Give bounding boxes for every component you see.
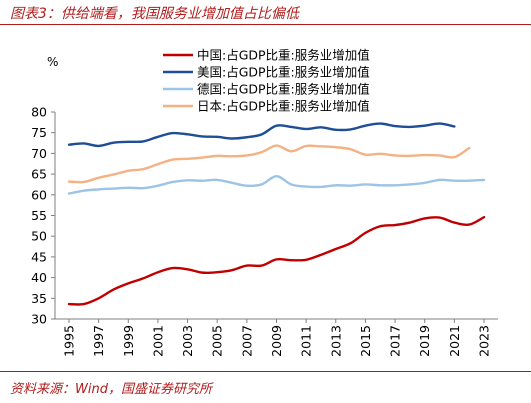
y-tick-label: 40 <box>31 270 47 285</box>
y-axis: 30 35 40 45 50 55 60 65 70 75 80 <box>31 105 56 327</box>
series-lines <box>67 122 486 306</box>
y-tick-label: 80 <box>31 105 47 120</box>
x-tick-label: 2001 <box>150 325 165 357</box>
legend-item-japan: 日本:占GDP比重:服务业增加值 <box>163 99 370 114</box>
source-note: 资料来源：Wind，国盛证券研究所 <box>10 382 212 397</box>
y-tick-label: 35 <box>31 291 47 306</box>
x-tick-label: 2007 <box>239 325 254 357</box>
x-tick-label: 2023 <box>477 325 492 357</box>
x-tick-label: 2013 <box>328 325 343 357</box>
legend-item-china: 中国:占GDP比重:服务业增加值 <box>163 48 370 63</box>
legend-item-us: 美国:占GDP比重:服务业增加值 <box>163 65 370 80</box>
y-tick-label: 30 <box>31 312 47 327</box>
y-tick-label: 70 <box>31 146 47 161</box>
y-tick-label: 45 <box>31 249 47 264</box>
china-services-share-line <box>67 215 486 306</box>
y-tick-label: 60 <box>31 187 47 202</box>
y-axis-unit-label: % <box>47 55 58 69</box>
japan-services-share-line <box>67 144 471 184</box>
legend-label: 中国:占GDP比重:服务业增加值 <box>197 48 370 63</box>
x-tick-label: 2021 <box>447 325 462 357</box>
y-tick-label: 50 <box>31 229 47 244</box>
y-tick-label: 55 <box>31 208 47 223</box>
x-tick-label: 2003 <box>180 325 195 357</box>
x-tick-label: 1997 <box>91 325 106 357</box>
x-tick-label: 2017 <box>388 325 403 357</box>
legend-label: 美国:占GDP比重:服务业增加值 <box>197 65 370 80</box>
source-divider <box>0 371 531 372</box>
x-tick-label: 2019 <box>417 325 432 357</box>
legend: 中国:占GDP比重:服务业增加值美国:占GDP比重:服务业增加值德国:占GDP比… <box>163 48 370 114</box>
figure-title: 图表3：供给端看，我国服务业增加值占比偏低 <box>10 6 299 22</box>
y-tick-label: 65 <box>31 167 47 182</box>
x-tick-label: 2005 <box>210 325 225 357</box>
x-tick-label: 1999 <box>121 325 136 357</box>
x-tick-label: 2011 <box>299 325 314 357</box>
y-tick-label: 75 <box>31 125 47 140</box>
x-axis: 1995 1997 1999 2001 2003 2005 2007 2009 2011 2013… <box>55 318 498 357</box>
legend-label: 日本:占GDP比重:服务业增加值 <box>197 99 370 114</box>
legend-label: 德国:占GDP比重:服务业增加值 <box>197 82 370 97</box>
title-divider <box>0 24 531 25</box>
x-tick-label: 1995 <box>62 325 77 357</box>
germany-services-share-line <box>67 174 486 195</box>
x-tick-label: 2009 <box>269 325 284 357</box>
x-tick-label: 2015 <box>358 325 373 357</box>
us-services-share-line <box>67 122 456 148</box>
legend-item-germany: 德国:占GDP比重:服务业增加值 <box>163 82 370 97</box>
